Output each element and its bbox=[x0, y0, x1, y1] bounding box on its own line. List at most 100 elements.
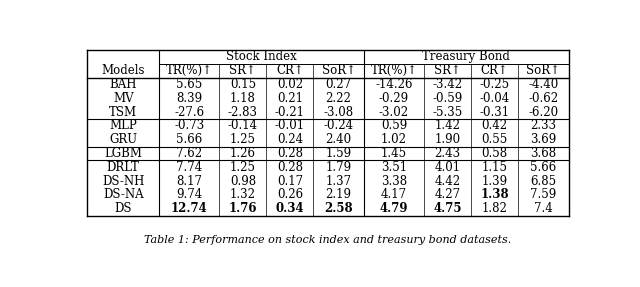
Text: 1.45: 1.45 bbox=[381, 147, 407, 160]
Text: TSM: TSM bbox=[109, 106, 138, 119]
Text: 3.69: 3.69 bbox=[530, 133, 556, 146]
Text: 0.02: 0.02 bbox=[277, 78, 303, 91]
Text: 5.65: 5.65 bbox=[176, 78, 202, 91]
Text: 0.27: 0.27 bbox=[326, 78, 351, 91]
Text: TR(%)↑: TR(%)↑ bbox=[371, 64, 417, 77]
Text: -0.24: -0.24 bbox=[324, 119, 354, 132]
Text: 1.42: 1.42 bbox=[435, 119, 461, 132]
Text: DS: DS bbox=[115, 202, 132, 215]
Text: 5.66: 5.66 bbox=[530, 161, 556, 174]
Text: 3.51: 3.51 bbox=[381, 161, 407, 174]
Text: DS-NH: DS-NH bbox=[102, 174, 145, 188]
Text: -3.02: -3.02 bbox=[379, 106, 409, 119]
Text: 5.66: 5.66 bbox=[176, 133, 202, 146]
Text: 1.25: 1.25 bbox=[230, 161, 256, 174]
Text: SoR↑: SoR↑ bbox=[526, 64, 561, 77]
Text: 4.79: 4.79 bbox=[380, 202, 408, 215]
Text: 0.42: 0.42 bbox=[481, 119, 508, 132]
Text: 1.76: 1.76 bbox=[228, 202, 257, 215]
Text: 0.26: 0.26 bbox=[277, 189, 303, 201]
Text: 0.58: 0.58 bbox=[481, 147, 508, 160]
Text: MV: MV bbox=[113, 92, 134, 105]
Text: DRLT: DRLT bbox=[107, 161, 140, 174]
Text: 8.39: 8.39 bbox=[176, 92, 202, 105]
Text: Models: Models bbox=[102, 64, 145, 77]
Text: 1.39: 1.39 bbox=[481, 174, 508, 188]
Text: -3.08: -3.08 bbox=[324, 106, 354, 119]
Text: -14.26: -14.26 bbox=[375, 78, 413, 91]
Text: 4.01: 4.01 bbox=[435, 161, 461, 174]
Text: -0.62: -0.62 bbox=[528, 92, 558, 105]
Text: 0.24: 0.24 bbox=[277, 133, 303, 146]
Text: GRU: GRU bbox=[109, 133, 138, 146]
Text: SoR↑: SoR↑ bbox=[322, 64, 356, 77]
Text: 0.34: 0.34 bbox=[276, 202, 304, 215]
Text: 7.4: 7.4 bbox=[534, 202, 553, 215]
Text: Stock Index: Stock Index bbox=[226, 50, 297, 63]
Text: 7.74: 7.74 bbox=[176, 161, 202, 174]
Text: 1.82: 1.82 bbox=[482, 202, 508, 215]
Text: -4.40: -4.40 bbox=[528, 78, 559, 91]
Text: 0.98: 0.98 bbox=[230, 174, 256, 188]
Text: -0.21: -0.21 bbox=[275, 106, 305, 119]
Text: SR↑: SR↑ bbox=[229, 64, 256, 77]
Text: -0.29: -0.29 bbox=[379, 92, 409, 105]
Text: 1.15: 1.15 bbox=[481, 161, 508, 174]
Text: BAH: BAH bbox=[109, 78, 137, 91]
Text: Treasury Bond: Treasury Bond bbox=[422, 50, 510, 63]
Text: MLP: MLP bbox=[109, 119, 137, 132]
Text: -0.73: -0.73 bbox=[174, 119, 204, 132]
Text: 2.40: 2.40 bbox=[326, 133, 351, 146]
Text: LGBM: LGBM bbox=[104, 147, 142, 160]
Text: 0.59: 0.59 bbox=[381, 119, 407, 132]
Text: 0.55: 0.55 bbox=[481, 133, 508, 146]
Text: -0.01: -0.01 bbox=[275, 119, 305, 132]
Text: -2.83: -2.83 bbox=[228, 106, 258, 119]
Text: 1.37: 1.37 bbox=[326, 174, 351, 188]
Text: 1.25: 1.25 bbox=[230, 133, 256, 146]
Text: 1.79: 1.79 bbox=[326, 161, 351, 174]
Text: 0.28: 0.28 bbox=[277, 161, 303, 174]
Text: Table 1: Performance on stock index and treasury bond datasets.: Table 1: Performance on stock index and … bbox=[145, 235, 511, 245]
Text: 6.85: 6.85 bbox=[531, 174, 556, 188]
Text: 1.38: 1.38 bbox=[480, 189, 509, 201]
Text: -0.31: -0.31 bbox=[479, 106, 509, 119]
Text: 4.27: 4.27 bbox=[435, 189, 461, 201]
Text: -5.35: -5.35 bbox=[433, 106, 463, 119]
Text: 1.26: 1.26 bbox=[230, 147, 256, 160]
Text: 12.74: 12.74 bbox=[171, 202, 207, 215]
Text: -0.14: -0.14 bbox=[228, 119, 258, 132]
Text: 2.43: 2.43 bbox=[435, 147, 461, 160]
Text: 4.42: 4.42 bbox=[435, 174, 461, 188]
Text: SR↑: SR↑ bbox=[434, 64, 461, 77]
Text: CR↑: CR↑ bbox=[481, 64, 508, 77]
Text: 1.32: 1.32 bbox=[230, 189, 256, 201]
Text: DS-NA: DS-NA bbox=[103, 189, 143, 201]
Text: 0.28: 0.28 bbox=[277, 147, 303, 160]
Text: 1.90: 1.90 bbox=[435, 133, 461, 146]
Text: 0.21: 0.21 bbox=[277, 92, 303, 105]
Text: CR↑: CR↑ bbox=[276, 64, 304, 77]
Text: 7.59: 7.59 bbox=[530, 189, 556, 201]
Text: TR(%)↑: TR(%)↑ bbox=[166, 64, 212, 77]
Text: 1.18: 1.18 bbox=[230, 92, 256, 105]
Text: 2.22: 2.22 bbox=[326, 92, 351, 105]
Text: 9.74: 9.74 bbox=[176, 189, 202, 201]
Text: -0.59: -0.59 bbox=[433, 92, 463, 105]
Text: -6.20: -6.20 bbox=[528, 106, 558, 119]
Text: -3.42: -3.42 bbox=[433, 78, 463, 91]
Text: 7.62: 7.62 bbox=[176, 147, 202, 160]
Text: 0.15: 0.15 bbox=[230, 78, 256, 91]
Text: 1.59: 1.59 bbox=[326, 147, 351, 160]
Text: 2.19: 2.19 bbox=[326, 189, 351, 201]
Text: 3.38: 3.38 bbox=[381, 174, 407, 188]
Text: 4.75: 4.75 bbox=[433, 202, 462, 215]
Text: -0.25: -0.25 bbox=[479, 78, 509, 91]
Text: -0.04: -0.04 bbox=[479, 92, 509, 105]
Text: 8.17: 8.17 bbox=[176, 174, 202, 188]
Text: 0.17: 0.17 bbox=[277, 174, 303, 188]
Text: 2.33: 2.33 bbox=[531, 119, 556, 132]
Text: 3.68: 3.68 bbox=[531, 147, 556, 160]
Text: 2.58: 2.58 bbox=[324, 202, 353, 215]
Text: 1.02: 1.02 bbox=[381, 133, 407, 146]
